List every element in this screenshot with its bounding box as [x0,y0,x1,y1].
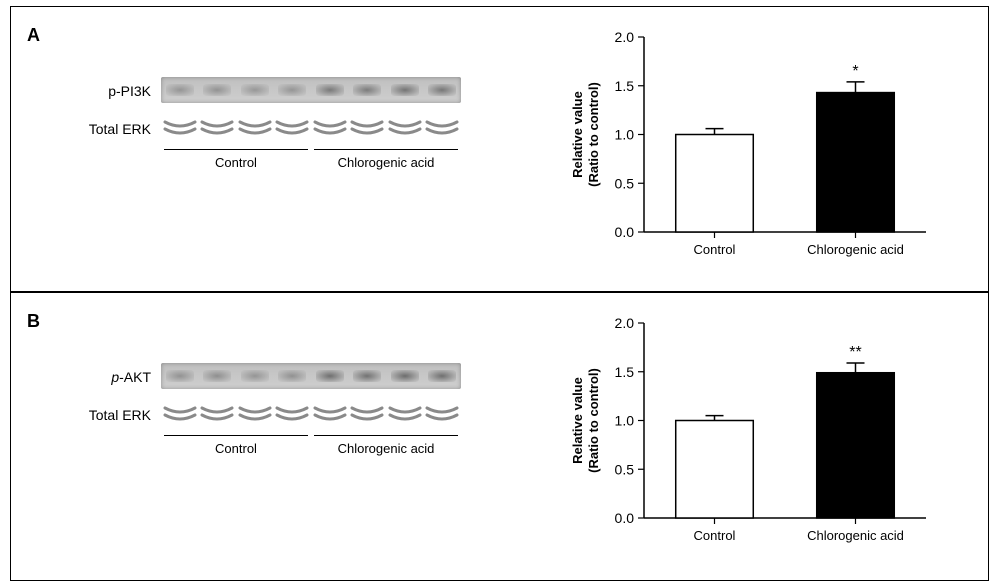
blot-band [241,370,269,382]
blot-band [353,370,381,382]
erk-band [350,402,384,424]
svg-text:1.0: 1.0 [615,127,635,143]
erk-band [238,402,272,424]
erk-band [350,116,384,138]
erk-band [200,402,234,424]
blot-strip-b-row1 [161,399,461,429]
erk-band [313,402,347,424]
blot-strip-a-row0 [161,77,461,103]
svg-text:Relative value: Relative value [570,377,585,464]
panel-b-letter: B [27,311,40,332]
blot-band [391,84,419,96]
erk-band [425,116,459,138]
blot-band [166,370,194,382]
erk-band [163,402,197,424]
group-label-a-0: Control [164,155,308,170]
blot-strip-a-row1 [161,113,461,143]
erk-band [425,402,459,424]
blot-strip-b-row0 [161,363,461,389]
bar-chart-a: 0.0 0.5 1.0 1.5 2.0 Relative value(Ratio to c… [566,25,946,280]
blot-band [278,84,306,96]
svg-text:(Ratio to control): (Ratio to control) [586,82,601,187]
erk-band [275,116,309,138]
group-underline-a-0 [164,149,308,150]
group-label-b-1: Chlorogenic acid [314,441,458,456]
blot-band [203,370,231,382]
svg-text:(Ratio to control): (Ratio to control) [586,368,601,473]
bar-chart-a-svg: 0.0 0.5 1.0 1.5 2.0 Relative value(Ratio to c… [566,25,946,280]
panel-a-letter: A [27,25,40,46]
group-label-b-0: Control [164,441,308,456]
group-underline-b-0 [164,435,308,436]
blot-label-b-row0: p-AKT [71,369,151,385]
erk-band [200,116,234,138]
svg-text:Control: Control [694,242,736,257]
svg-text:1.5: 1.5 [615,78,635,94]
svg-text:1.5: 1.5 [615,364,635,380]
svg-text:1.0: 1.0 [615,413,635,429]
blot-band [391,370,419,382]
panel-b: B p-AKT Total ERK Control Chlorogenic ac… [10,292,989,581]
svg-text:0.5: 0.5 [615,461,635,477]
svg-text:2.0: 2.0 [615,315,635,331]
svg-text:2.0: 2.0 [615,29,635,45]
panel-a: A p-PI3K Total ERK Control Chlorogenic a… [10,6,989,292]
blot-band [428,370,456,382]
svg-text:*: * [852,63,858,80]
bar-chart-b-svg: 0.0 0.5 1.0 1.5 2.0 Relative value(Ratio to c… [566,311,946,566]
group-underline-a-1 [314,149,458,150]
blot-band [278,370,306,382]
svg-text:Control: Control [694,528,736,543]
erk-band [275,402,309,424]
svg-text:Chlorogenic acid: Chlorogenic acid [807,242,904,257]
erk-band [388,116,422,138]
blot-area-a: p-PI3K Total ERK Control Chlorogenic aci… [71,77,471,247]
figure-container: A p-PI3K Total ERK Control Chlorogenic a… [0,0,999,587]
erk-band [238,116,272,138]
blot-band [166,84,194,96]
erk-band [388,402,422,424]
blot-band [316,84,344,96]
svg-text:Relative value: Relative value [570,91,585,178]
group-label-a-1: Chlorogenic acid [314,155,458,170]
erk-band [163,116,197,138]
svg-text:**: ** [849,344,861,361]
svg-text:0.0: 0.0 [615,510,635,526]
blot-label-b-row1: Total ERK [71,407,151,423]
svg-text:0.5: 0.5 [615,175,635,191]
svg-text:0.0: 0.0 [615,224,635,240]
blot-label-a-row1: Total ERK [71,121,151,137]
bar-chart-b: 0.0 0.5 1.0 1.5 2.0 Relative value(Ratio to c… [566,311,946,566]
blot-area-b: p-AKT Total ERK Control Chlorogenic acid [71,363,471,533]
blot-band [428,84,456,96]
blot-band [316,370,344,382]
erk-band [313,116,347,138]
group-underline-b-1 [314,435,458,436]
blot-band [353,84,381,96]
blot-band [241,84,269,96]
blot-band [203,84,231,96]
svg-text:Chlorogenic acid: Chlorogenic acid [807,528,904,543]
blot-label-a-row0: p-PI3K [71,83,151,99]
